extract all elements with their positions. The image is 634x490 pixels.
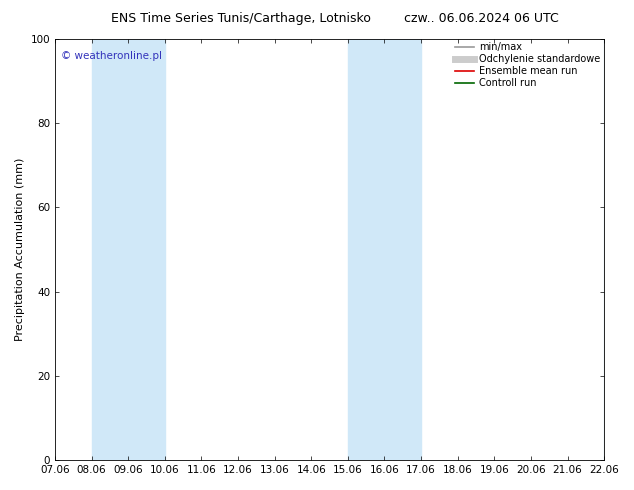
Bar bbox=[604, 39, 623, 460]
Bar bbox=[92, 39, 165, 460]
Text: ENS Time Series Tunis/Carthage, Lotnisko: ENS Time Series Tunis/Carthage, Lotnisko bbox=[111, 12, 371, 25]
Text: czw.. 06.06.2024 06 UTC: czw.. 06.06.2024 06 UTC bbox=[404, 12, 559, 25]
Y-axis label: Precipitation Accumulation (mm): Precipitation Accumulation (mm) bbox=[15, 158, 25, 341]
Legend: min/max, Odchylenie standardowe, Ensemble mean run, Controll run: min/max, Odchylenie standardowe, Ensembl… bbox=[453, 41, 602, 90]
Bar bbox=[348, 39, 421, 460]
Text: © weatheronline.pl: © weatheronline.pl bbox=[60, 51, 162, 61]
